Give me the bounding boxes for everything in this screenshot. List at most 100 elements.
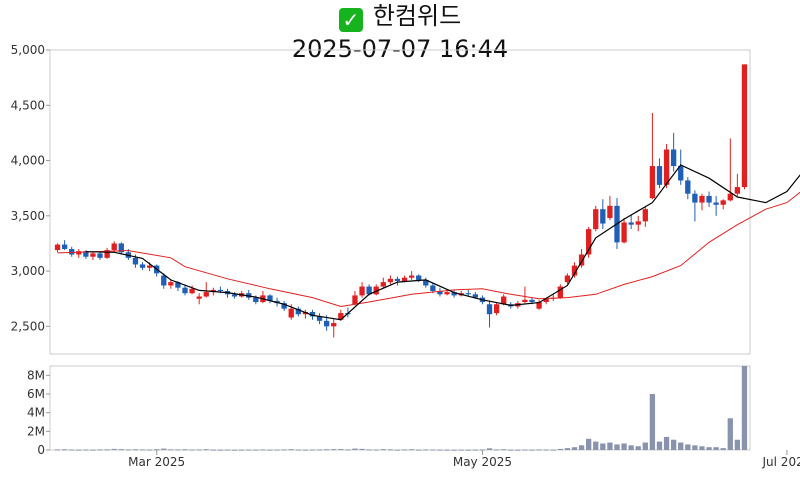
volume-bar xyxy=(614,444,620,450)
candle-body xyxy=(69,248,75,255)
volume-y-axis: 0 2M 4M 6M 8M xyxy=(27,368,50,457)
volume-bar xyxy=(430,449,436,451)
volume-bar xyxy=(571,447,578,450)
check-mark-icon: ✓ xyxy=(338,8,363,32)
candle-body xyxy=(522,299,528,303)
volume-bar xyxy=(323,449,330,451)
candle-body xyxy=(741,64,748,188)
volume-bar xyxy=(189,449,195,451)
volume-bar xyxy=(125,449,132,451)
candle-body xyxy=(175,282,181,288)
candle-body xyxy=(586,229,592,255)
volume-bar xyxy=(274,449,280,451)
price-panel-frame xyxy=(49,49,751,355)
candle-body xyxy=(90,253,96,257)
volume-bar xyxy=(550,449,556,451)
volume-bar xyxy=(663,436,670,450)
candle-body xyxy=(656,166,663,185)
volume-bar xyxy=(557,448,563,450)
candle-body xyxy=(139,264,146,268)
volume-bar xyxy=(302,449,309,451)
volume-bar xyxy=(564,448,571,450)
candle-body xyxy=(111,243,117,251)
volume-bar xyxy=(501,449,507,451)
candle-body xyxy=(692,193,698,203)
volume-tick-label: 0 xyxy=(37,443,45,457)
candle-body xyxy=(416,275,422,280)
volume-bar xyxy=(670,439,677,450)
candle-body xyxy=(444,292,450,295)
volume-bar xyxy=(543,449,549,451)
volume-bar xyxy=(83,449,89,451)
candle-body xyxy=(685,180,691,194)
volume-bars xyxy=(54,366,748,451)
volume-tick-label: 6M xyxy=(27,387,45,401)
candle-body xyxy=(168,282,174,286)
volume-bar xyxy=(210,449,216,451)
candle-body xyxy=(373,286,379,295)
volume-bar xyxy=(727,418,733,450)
volume-bar xyxy=(508,449,514,451)
candle-body xyxy=(408,275,415,278)
volume-bar xyxy=(593,441,599,450)
candle-body xyxy=(366,286,372,295)
candle-body xyxy=(713,202,719,205)
candle-body xyxy=(401,277,408,282)
x-tick-label: Mar 2025 xyxy=(128,455,185,469)
price-tick-label: 3,500 xyxy=(11,209,45,223)
candle-body xyxy=(394,278,401,282)
candle-body xyxy=(451,292,457,296)
volume-bar xyxy=(465,449,471,451)
volume-bar xyxy=(734,439,741,450)
candle-body xyxy=(217,289,224,291)
volume-bar xyxy=(253,449,259,451)
volume-bar xyxy=(380,449,386,451)
volume-bar xyxy=(366,449,372,451)
candle-body xyxy=(465,293,471,295)
volume-bar xyxy=(111,448,117,450)
chart-timestamp: 2025-07-07 16:44 xyxy=(291,35,509,63)
volume-bar xyxy=(522,449,528,451)
price-tick-label: 3,000 xyxy=(11,264,45,278)
volume-tick-label: 4M xyxy=(27,406,45,420)
volume-bar xyxy=(437,449,443,451)
volume-bar xyxy=(451,449,457,451)
candle-body xyxy=(628,222,634,225)
candle-body xyxy=(727,193,733,201)
volume-bar xyxy=(359,448,365,450)
candle-body xyxy=(734,187,741,194)
volume-bar xyxy=(182,449,188,451)
candle-body xyxy=(203,292,209,297)
volume-bar xyxy=(706,447,712,450)
volume-tick-label: 8M xyxy=(27,368,45,382)
candle-body xyxy=(132,257,139,265)
volume-bar xyxy=(529,449,535,451)
candle-body xyxy=(253,297,259,303)
volume-bar xyxy=(741,366,748,450)
volume-bar xyxy=(458,449,464,451)
moving-average-long xyxy=(57,191,800,308)
candle-body xyxy=(493,304,500,314)
volume-bar xyxy=(486,448,493,450)
volume-bar xyxy=(345,449,351,451)
volume-bar xyxy=(423,449,429,451)
candle-body xyxy=(649,166,656,199)
volume-bar xyxy=(515,449,521,451)
volume-bar xyxy=(168,449,174,451)
chart-title: ✓ 한컴위드 xyxy=(0,0,800,32)
candle-body xyxy=(331,323,337,327)
candle-body xyxy=(146,265,153,268)
volume-bar xyxy=(678,442,684,450)
candle-body xyxy=(635,221,641,225)
candle-body xyxy=(720,200,726,205)
candle-body xyxy=(430,285,436,291)
volume-bar xyxy=(161,448,167,450)
candle-body xyxy=(472,294,479,298)
candle-body xyxy=(189,288,195,294)
candle-body xyxy=(529,299,535,303)
candle-body xyxy=(83,251,89,257)
candle-body xyxy=(76,251,82,255)
volume-bar xyxy=(649,394,656,450)
candle-body xyxy=(288,308,294,318)
